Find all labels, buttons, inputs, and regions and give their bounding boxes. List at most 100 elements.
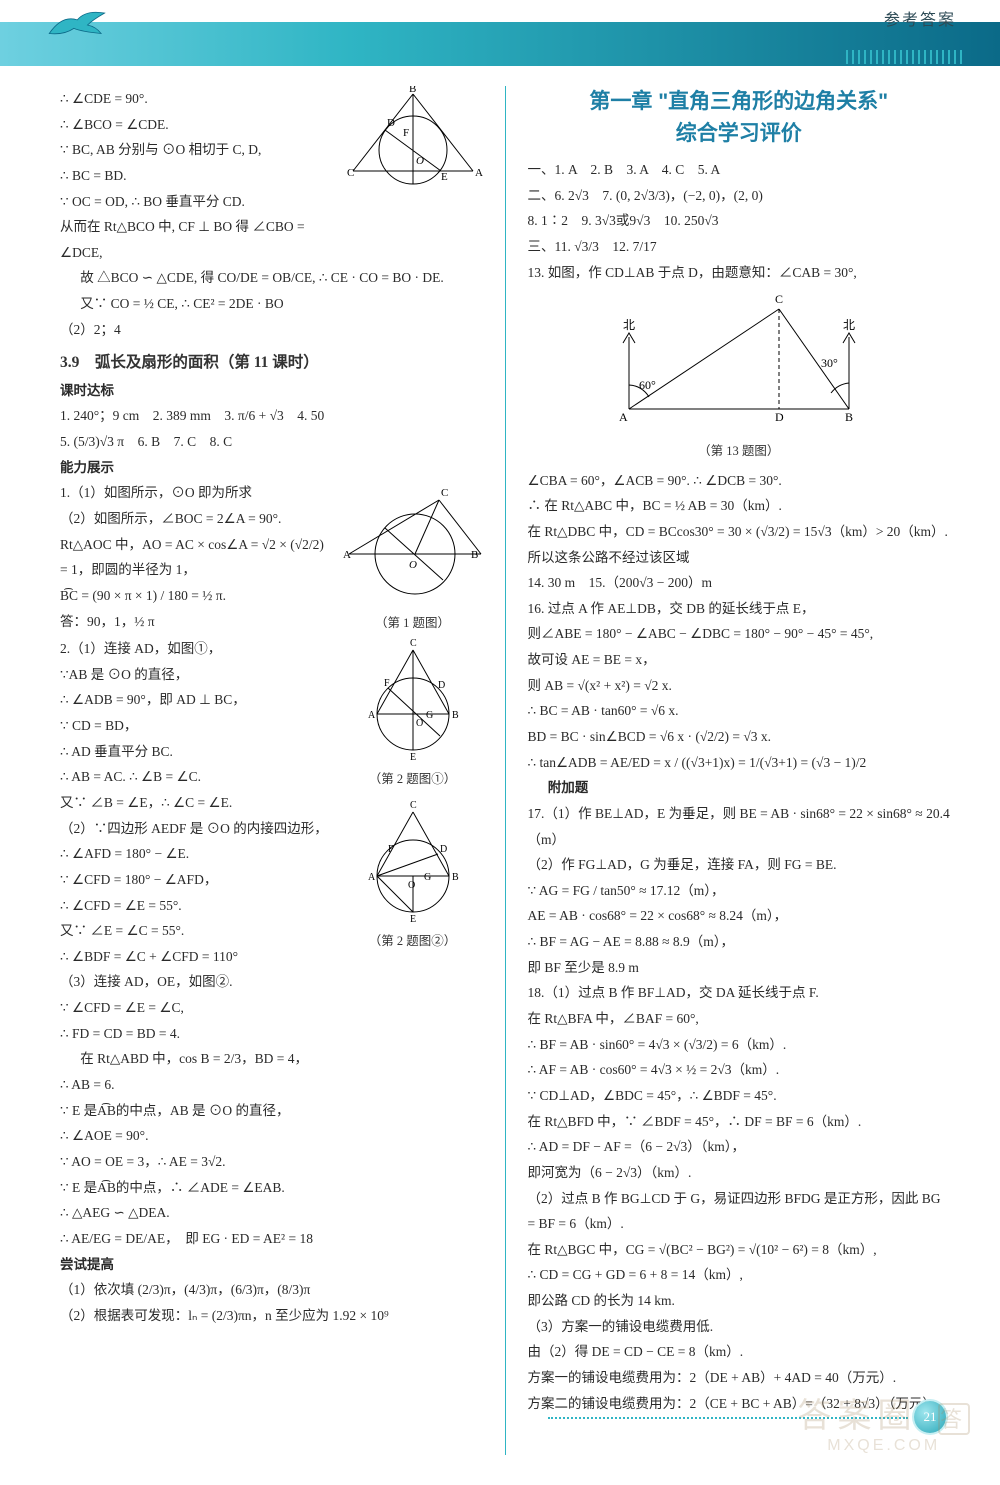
s39d-4: ∵ AO = OE = 3，∴ AE = 3√2.	[60, 1149, 483, 1175]
r-q16-0: 16. 过点 A 作 AE⊥DB，交 DB 的延长线于点 E，	[528, 596, 951, 622]
svg-text:A: A	[619, 410, 628, 424]
sec39-sub3: 尝试提高	[60, 1252, 483, 1278]
s39c-1: ∵AB 是 ⊙O 的直径，	[60, 662, 335, 688]
r-q18-2: ∴ BF = AB · sin60° = 4√3 × (√3/2) = 6（km…	[528, 1032, 951, 1058]
tick-bar	[846, 50, 966, 64]
s39c-11: 又∵ ∠E = ∠C = 55°.	[60, 918, 335, 944]
r-extra-title: 附加题	[528, 775, 951, 801]
content-columns: ∴ ∠CDE = 90°. ∴ ∠BCO = ∠CDE. ∵ BC, AB 分别…	[60, 86, 950, 1455]
fig2-stack: A B C D E F O G （第 2 题图①）	[343, 636, 483, 954]
s39d-6: ∴ △AEG ∽ △DEA.	[60, 1200, 483, 1226]
sec39-sub1: 课时达标	[60, 378, 483, 404]
r-q18-5: 在 Rt△BFD 中，∵ ∠BDF = 45°，∴ DF = BF = 6（km…	[528, 1109, 951, 1135]
r-q16-6: ∴ tan∠ADB = AE/ED = x / ((√3+1)x) = 1/(√…	[528, 750, 951, 776]
s39e-1: （2）根据表可发现：lₙ = (2/3)πn，n 至少应为 1.92 × 10⁹	[60, 1303, 483, 1329]
r-q17-3: AE = AB · cos68° = 22 × cos68° ≈ 8.24（m）…	[528, 903, 951, 929]
svg-text:F: F	[384, 678, 390, 689]
s39c-8: ∴ ∠AFD = 180° − ∠E.	[60, 841, 335, 867]
s39c-7: （2）∵四边形 AEDF 是 ⊙O 的内接四边形，	[60, 816, 335, 842]
l1-0: ∴ ∠CDE = 90°.	[60, 86, 335, 112]
s39d-3: ∴ ∠AOE = 90°.	[60, 1123, 483, 1149]
r-q18-0: 18.（1）过点 B 作 BF⊥AD，交 DA 延长线于点 F.	[528, 980, 951, 1006]
s39c-10: ∴ ∠CFD = ∠E = 55°.	[60, 893, 335, 919]
svg-text:E: E	[410, 914, 416, 925]
l1-1: ∴ ∠BCO = ∠CDE.	[60, 112, 335, 138]
l1b-1: 又∵ CO = ½ CE, ∴ CE² = 2DE · BO	[60, 291, 483, 317]
bird-icon	[44, 8, 114, 42]
r-q16-5: BD = BC · sin∠BCD = √6 x · (√2/2) = √3 x…	[528, 724, 951, 750]
column-divider	[505, 86, 506, 1455]
left-block1-wrap: ∴ ∠CDE = 90°. ∴ ∠BCO = ∠CDE. ∵ BC, AB 分别…	[60, 86, 483, 265]
svg-text:E: E	[410, 752, 416, 763]
chapter-title-2: 综合学习评价	[676, 122, 802, 145]
svg-text:30°: 30°	[821, 356, 838, 370]
r-q18-3: ∴ AF = AB · cos60° = 4√3 × ½ = 2√3（km）.	[528, 1057, 951, 1083]
svg-text:C: C	[410, 638, 417, 649]
r-q18-4: ∵ CD⊥AD，∠BDC = 45°，∴ ∠BDF = 45°.	[528, 1083, 951, 1109]
svg-text:B: B	[471, 549, 478, 561]
svg-text:A: A	[368, 872, 376, 883]
s39d-7: ∴ AE/EG = DE/AE， 即 EG · ED = AE² = 18	[60, 1226, 483, 1252]
r-q18-11: 即公路 CD 的长为 14 km.	[528, 1288, 951, 1314]
watermark-url: MXQE.COM	[798, 1437, 971, 1455]
fig2a-caption: （第 2 题图①）	[343, 768, 483, 792]
r-q17-2: ∵ AG = FG / tan50° ≈ 17.12（m），	[528, 878, 951, 904]
watermark-text: 答案圈 答	[798, 1388, 971, 1437]
r-q18-8: （2）过点 B 作 BG⊥CD 于 G，易证四边形 BFDG 是正方形，因此 B…	[528, 1186, 951, 1237]
chapter-title-1: 第一章 "直角三角形的边角关系"	[589, 90, 888, 113]
s39d-0: 在 Rt△ABD 中，cos B = 2/3，BD = 4，	[60, 1046, 483, 1072]
svg-text:E: E	[441, 171, 448, 183]
svg-text:B: B	[409, 86, 416, 95]
r-q18-10: ∴ CD = CG + GD = 6 + 8 = 14（km）,	[528, 1262, 951, 1288]
r-q13b-1: ∴ 在 Rt△ABC 中，BC = ½ AB = 30（km）.	[528, 493, 951, 519]
svg-text:C: C	[347, 167, 354, 179]
svg-text:D: D	[438, 680, 445, 691]
s39b-3: B͡C = (90 × π × 1) / 180 = ½ π.	[60, 583, 335, 609]
r-q18-13: 由（2）得 DE = CD − CE = 8（km）.	[528, 1339, 951, 1365]
s39e-0: （1）依次填 (2/3)π，(4/3)π，(6/3)π，(8/3)π	[60, 1277, 483, 1303]
r-ans3: 8. 1∶2 9. 3√3或9√3 10. 250√3	[528, 208, 951, 234]
sec39a-0: 1. 240°；9 cm 2. 389 mm 3. π/6 + √3 4. 50	[60, 403, 483, 429]
sec39-title: 3.9 弧长及扇形的面积（第 11 课时）	[60, 348, 483, 377]
r-q16-2: 故可设 AE = BE = x，	[528, 647, 951, 673]
sec39b-text: 1.（1）如图所示，⊙O 即为所求 （2）如图所示，∠BOC = 2∠A = 9…	[60, 480, 335, 634]
s39c-9: ∵ ∠CFD = 180° − ∠AFD，	[60, 867, 335, 893]
r-q18-14: 方案一的铺设电缆费用为：2（DE + AB）+ 4AD = 40（万元）.	[528, 1365, 951, 1391]
watermark: 答案圈 答 MXQE.COM	[798, 1388, 971, 1455]
s39c-12: ∴ ∠BDF = ∠C + ∠CFD = 110°	[60, 944, 335, 970]
svg-text:G: G	[426, 710, 433, 721]
r-q16-3: 则 AB = √(x² + x²) = √2 x.	[528, 673, 951, 699]
svg-text:O: O	[409, 559, 417, 571]
s39c-6: 又∵ ∠B = ∠E，∴ ∠C = ∠E.	[60, 790, 335, 816]
svg-text:A: A	[475, 167, 483, 179]
fig1: A B C O （第 1 题图）	[343, 480, 483, 636]
r-q18-1: 在 Rt△BFA 中，∠BAF = 60°,	[528, 1006, 951, 1032]
watermark-text-span: 答案圈	[798, 1398, 918, 1435]
sec39a-1: 5. (5/3)√3 π 6. B 7. C 8. C	[60, 429, 483, 455]
l1b-2: （2）2；4	[60, 317, 483, 343]
fig2b-caption: （第 2 题图②）	[343, 930, 483, 954]
svg-text:O: O	[416, 155, 424, 167]
sec39-sub2: 能力展示	[60, 455, 483, 481]
r-q17-4: ∴ BF = AG − AE = 8.88 ≈ 8.9（m），	[528, 929, 951, 955]
r-q13b-0: ∠CBA = 60°，∠ACB = 90°. ∴ ∠DCB = 30°.	[528, 468, 951, 494]
svg-text:B: B	[452, 872, 459, 883]
svg-text:C: C	[410, 800, 417, 811]
svg-text:F: F	[403, 127, 409, 139]
svg-text:北: 北	[623, 318, 635, 332]
fig-top-left: C A B O E D F	[343, 86, 483, 196]
r-q18-6: ∴ AD = DF − AF =（6 − 2√3）（km），	[528, 1134, 951, 1160]
s39b-2: Rt△AOC 中，AO = AC × cos∠A = √2 × (√2/2) =…	[60, 532, 335, 583]
s39b-4: 答：90，1，½ π	[60, 609, 335, 635]
svg-text:F: F	[388, 844, 394, 855]
sec39c-text: 2.（1）连接 AD，如图①， ∵AB 是 ⊙O 的直径， ∴ ∠ADB = 9…	[60, 636, 335, 1046]
s39c-13: （3）连接 AD，OE，如图②.	[60, 969, 335, 995]
svg-text:B: B	[452, 710, 459, 721]
page: 参考答案 ∴ ∠CDE = 90°. ∴ ∠BCO = ∠CDE. ∵ BC, …	[0, 0, 1000, 1485]
r-q18-7: 即河宽为（6 − 2√3）（km）.	[528, 1160, 951, 1186]
fig1-caption: （第 1 题图）	[343, 612, 483, 636]
svg-text:D: D	[775, 410, 784, 424]
l1-2: ∵ BC, AB 分别与 ⊙O 相切于 C, D,	[60, 137, 335, 163]
r-q13b-2: 在 Rt△DBC 中，CD = BCcos30° = 30 × (√3/2) =…	[528, 519, 951, 570]
header-label: 参考答案	[884, 6, 956, 30]
